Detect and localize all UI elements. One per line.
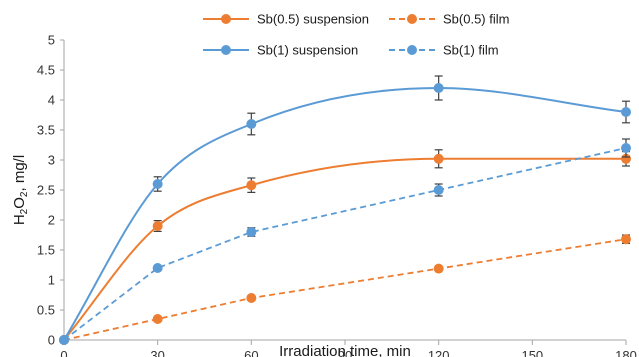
legend-marker <box>221 45 231 55</box>
y-tick-label: 2 <box>48 213 55 228</box>
data-point-sb-1-film <box>246 227 257 237</box>
y-tick-label: 4 <box>48 93 55 108</box>
series-sb-0-5-film <box>59 234 631 345</box>
data-point-sb-1-suspension <box>152 179 163 189</box>
data-point-sb-1-film <box>152 263 163 273</box>
x-tick-label: 30 <box>150 348 164 357</box>
y-tick-label: 4.5 <box>37 63 55 78</box>
y-axis-title-part: H <box>11 214 28 225</box>
axes <box>63 40 626 341</box>
data-point-sb-1-suspension <box>246 119 257 129</box>
y-tick-label: 0.5 <box>37 303 55 318</box>
legend-item-sb-0-5-film: Sb(0.5) film <box>389 12 509 27</box>
y-axis-title-subscript: 2 <box>19 191 30 197</box>
data-point-sb-1-suspension <box>433 83 444 93</box>
data-point-sb-1-suspension <box>621 107 631 117</box>
legend-label: Sb(0.5) suspension <box>257 12 369 27</box>
series-line-sb-1-suspension <box>63 86 627 341</box>
legend-label: Sb(1) suspension <box>257 43 358 58</box>
data-point-sb-0-5-suspension <box>621 153 631 164</box>
y-tick-label: 0 <box>48 333 55 348</box>
data-point-sb-0-5-film <box>433 263 444 274</box>
y-axis-title-part: , mg/l <box>11 155 28 192</box>
legend-marker <box>221 14 231 24</box>
y-axis-title-part: O <box>11 197 28 209</box>
y-axis-title-subscript: 2 <box>19 208 30 214</box>
series-line-sb-0-5-film <box>63 238 627 341</box>
series-sb-1-film <box>59 138 631 345</box>
x-tick-label: 120 <box>428 348 450 357</box>
y-tick-label: 1.5 <box>37 243 55 258</box>
legend-label: Sb(0.5) film <box>443 12 509 27</box>
legend-label: Sb(1) film <box>443 43 499 58</box>
x-tick-label: 90 <box>338 348 352 357</box>
legend: Sb(0.5) suspension Sb(0.5) film Sb(1) susp… <box>203 12 509 58</box>
series-group <box>59 75 631 345</box>
data-point-sb-0-5-film <box>152 314 163 324</box>
data-point-sb-1-film <box>59 335 69 345</box>
x-tick-label: 150 <box>521 348 543 357</box>
y-axis-title: H2O2, mg/l <box>11 155 30 225</box>
series-line-sb-0-5-suspension <box>63 157 626 341</box>
y-tick-labels: 0 0.5 1 1.5 2 2.5 3 3.5 4 4.5 5 <box>37 33 64 348</box>
y-tick-label: 2.5 <box>37 183 55 198</box>
data-point-sb-0-5-film <box>246 293 257 303</box>
data-point-sb-0-5-suspension <box>433 153 444 164</box>
y-tick-label: 3 <box>48 153 55 168</box>
series-line-sb-1-film <box>63 147 627 341</box>
data-point-sb-0-5-suspension <box>152 221 163 231</box>
legend-marker <box>407 45 417 55</box>
x-tick-label: 60 <box>244 348 258 357</box>
legend-item-sb-1-suspension: Sb(1) suspension <box>203 43 358 58</box>
data-point-sb-0-5-suspension <box>246 180 257 191</box>
data-point-sb-0-5-film <box>621 234 631 245</box>
x-tick-label: 0 <box>60 348 67 357</box>
series-sb-0-5-suspension <box>59 149 631 345</box>
data-point-sb-1-film <box>621 143 631 153</box>
legend-item-sb-0-5-suspension: Sb(0.5) suspension <box>203 12 369 27</box>
x-axis-title: Irradiation time, min <box>279 343 411 357</box>
y-tick-label: 3.5 <box>37 123 55 138</box>
data-point-sb-1-film <box>433 185 444 195</box>
y-tick-label: 5 <box>48 33 55 48</box>
x-tick-label: 180 <box>615 348 637 357</box>
legend-marker <box>407 14 417 24</box>
y-tick-label: 1 <box>48 273 55 288</box>
legend-item-sb-1-film: Sb(1) film <box>389 43 499 58</box>
